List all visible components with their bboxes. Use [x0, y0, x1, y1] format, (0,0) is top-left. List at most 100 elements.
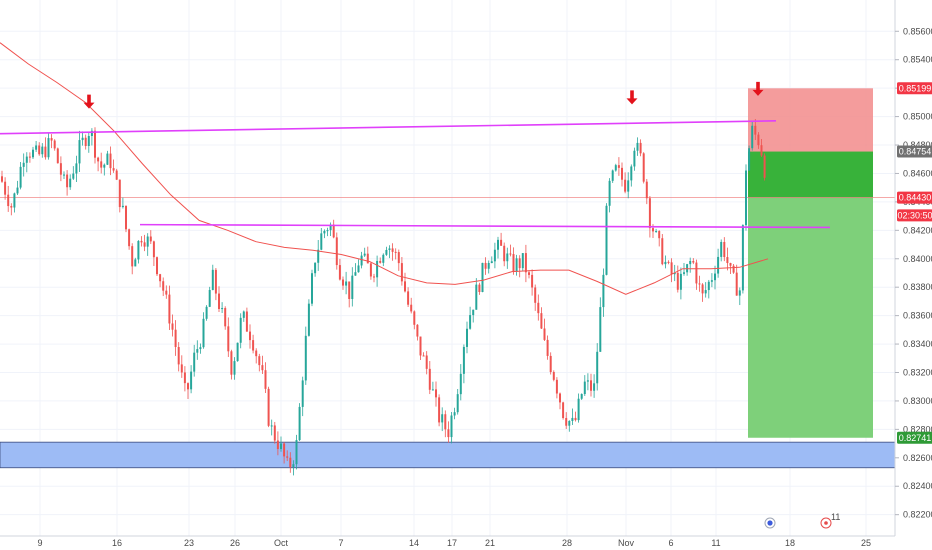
- candle-body: [320, 233, 323, 250]
- price-tick-label: 0.82200: [903, 510, 932, 520]
- candle-body: [431, 389, 434, 391]
- candle-body: [611, 170, 614, 181]
- price-tag: [897, 82, 932, 95]
- down-arrow-icon: [752, 81, 764, 96]
- candle-body: [549, 355, 552, 373]
- candle-body: [738, 290, 741, 296]
- price-tags: 0.85199 0.84754 0.84430 02:30:50 0.82741: [897, 82, 932, 444]
- time-tick-label: 16: [112, 538, 122, 548]
- time-tick-label: 18: [785, 538, 795, 548]
- candle-body: [174, 329, 177, 348]
- time-tick-label: 28: [562, 538, 572, 548]
- trend-lines[interactable]: [0, 120, 831, 229]
- candle-body: [583, 381, 586, 395]
- candle-body: [273, 425, 276, 441]
- candle-body: [481, 262, 484, 292]
- candle-body: [38, 145, 41, 155]
- candle-body: [208, 289, 211, 307]
- candle-body: [543, 328, 546, 340]
- event-icons[interactable]: 11: [764, 512, 840, 529]
- down-arrow-icon: [626, 90, 638, 105]
- candle-body: [568, 420, 571, 426]
- candle-body: [214, 269, 217, 294]
- candle-body: [311, 273, 313, 304]
- candle-body: [435, 389, 437, 398]
- candle-body: [636, 142, 639, 151]
- candle-body: [354, 272, 357, 276]
- candle-body: [304, 335, 307, 381]
- candle-body: [137, 240, 140, 260]
- time-tick-label: 26: [230, 538, 240, 548]
- candle-body: [162, 281, 165, 291]
- candle-body: [152, 241, 155, 258]
- candle-body: [63, 174, 65, 176]
- candle-body: [645, 181, 648, 199]
- candle-body: [202, 318, 205, 348]
- candle-body: [695, 262, 698, 284]
- candle-body: [664, 261, 667, 265]
- candle-body: [528, 272, 530, 275]
- candle-body: [369, 263, 372, 277]
- candle-body: [512, 254, 515, 272]
- candle-body: [233, 361, 236, 375]
- candle-body: [760, 145, 763, 156]
- time-tick-label: 11: [711, 538, 720, 548]
- candle-body: [717, 256, 720, 274]
- candle-body: [307, 303, 310, 336]
- candle-body: [441, 414, 444, 423]
- candle-body: [754, 125, 757, 135]
- candle-body: [689, 261, 692, 265]
- candle-body: [72, 173, 75, 179]
- candle-body: [710, 280, 713, 282]
- candle-body: [16, 187, 19, 194]
- candle-body: [69, 178, 72, 188]
- candle-body: [537, 302, 540, 314]
- dividend-dot-icon: [824, 521, 828, 525]
- candle-body: [190, 371, 193, 390]
- candle-body: [478, 284, 481, 292]
- candle-body: [326, 230, 329, 232]
- candle-body: [134, 259, 137, 267]
- candle-body: [211, 269, 214, 290]
- candle-body: [156, 257, 158, 275]
- time-tick-label: 7: [338, 538, 343, 548]
- candle-body: [745, 170, 747, 226]
- candle-body: [345, 281, 348, 286]
- candle-body: [447, 429, 450, 438]
- candle-body: [596, 351, 599, 384]
- candle-body: [289, 457, 292, 468]
- candle-body: [397, 252, 400, 264]
- price-tag: [897, 145, 932, 158]
- candle-body: [450, 415, 453, 438]
- candle-body: [652, 228, 654, 232]
- candle-body: [707, 281, 710, 291]
- resistance-line[interactable]: [0, 120, 777, 135]
- time-tick-label: 14: [409, 538, 419, 548]
- candle-body: [552, 372, 555, 380]
- candle-body: [239, 317, 242, 343]
- candle-body: [221, 308, 224, 310]
- candle-body: [676, 272, 679, 290]
- price-tag-label: 0.82741: [899, 433, 932, 443]
- candle-body: [655, 231, 658, 233]
- candle-body: [249, 331, 251, 341]
- mid-line[interactable]: [139, 223, 831, 229]
- candle-body: [763, 155, 766, 178]
- moving-average-path: [0, 42, 769, 295]
- candle-body: [605, 205, 608, 275]
- candle-body: [329, 224, 332, 231]
- time-axis[interactable]: 9 16 23 26 Oct 7 14 17 21 28 Nov 6 11 18 25: [0, 535, 895, 548]
- price-tag: [897, 209, 932, 222]
- candle-body: [633, 150, 636, 167]
- candle-body: [704, 290, 707, 294]
- candle-body: [143, 242, 146, 247]
- price-tag: [897, 431, 932, 444]
- candle-body: [298, 406, 301, 441]
- candle-body: [639, 142, 642, 154]
- candle-body: [453, 412, 456, 416]
